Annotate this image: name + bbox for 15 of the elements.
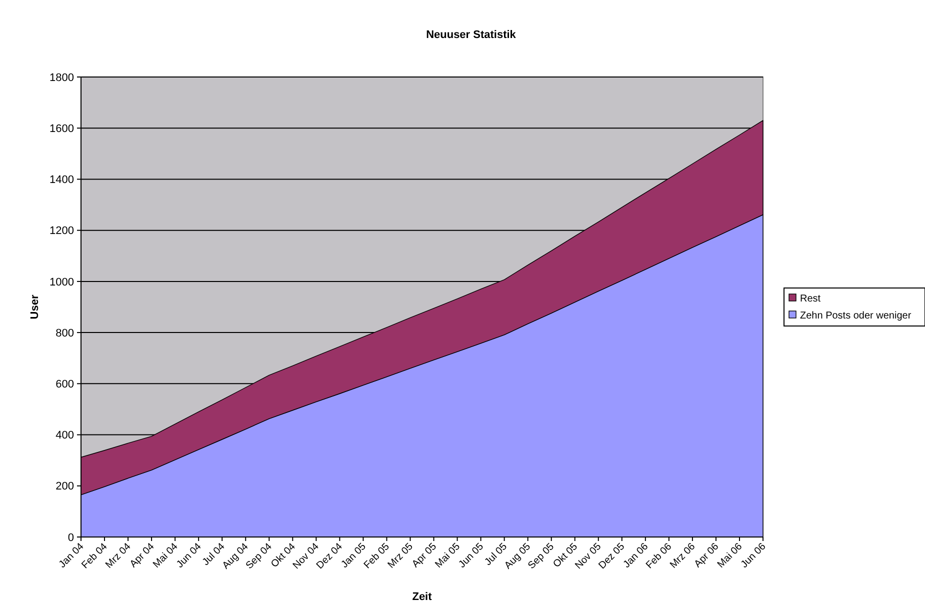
y-tick-label: 200: [56, 480, 74, 493]
y-tick-label: 400: [56, 430, 74, 442]
y-tick-label: 1400: [50, 174, 74, 186]
y-tick-label: 1000: [50, 276, 74, 288]
legend-label: Rest: [800, 294, 821, 304]
chart-title: Neuuser Statistik: [426, 29, 517, 41]
y-tick-label: 800: [56, 327, 74, 340]
y-axis-title: User: [29, 294, 41, 320]
legend-label: Zehn Posts oder weniger: [800, 310, 912, 322]
y-tick-label: 0: [68, 532, 74, 544]
y-tick-label: 1200: [50, 225, 74, 238]
x-axis-title: Zeit: [412, 591, 432, 603]
y-tick-label: 1800: [50, 72, 74, 84]
y-tick-label: 1600: [50, 122, 74, 135]
y-tick-label: 600: [56, 378, 74, 391]
